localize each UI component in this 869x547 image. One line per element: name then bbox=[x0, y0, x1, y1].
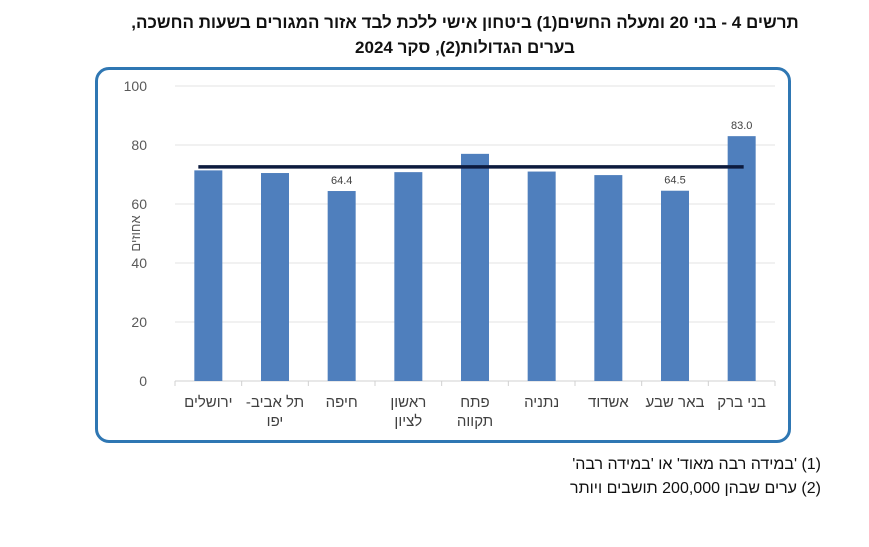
chart-frame bbox=[95, 67, 791, 443]
y-tick-label: 40 bbox=[131, 255, 147, 271]
x-tick-label: יפו bbox=[267, 413, 284, 430]
y-tick-label: 100 bbox=[124, 78, 148, 94]
bar bbox=[661, 190, 689, 381]
x-tick-label: תל אביב- bbox=[246, 394, 304, 411]
x-tick-label: באר שבע bbox=[646, 394, 705, 411]
y-tick-label: 20 bbox=[131, 314, 147, 330]
data-label: 64.5 bbox=[664, 175, 685, 187]
footnote-1: (1) 'במידה רבה מאוד' או 'במידה רבה' bbox=[572, 456, 821, 473]
bar bbox=[594, 175, 623, 381]
x-tick-label: אשדוד bbox=[588, 394, 629, 411]
bar bbox=[727, 136, 756, 381]
footnote-2: (2) ערים שבהן 200,000 תושבים ויותר bbox=[570, 480, 821, 497]
x-tick-label: לציון bbox=[394, 413, 422, 430]
bar bbox=[261, 173, 289, 381]
chart-title-line2: בערים הגדולות(2), סקר 2024 bbox=[355, 38, 575, 57]
x-tick-label: חיפה bbox=[326, 394, 358, 411]
y-tick-label: 0 bbox=[139, 373, 147, 389]
x-tick-label: ראשון bbox=[390, 394, 426, 411]
bar bbox=[394, 172, 423, 381]
x-tick-label: בני ברק bbox=[717, 394, 766, 411]
x-tick-label: נתניה bbox=[524, 394, 559, 411]
data-label: 64.4 bbox=[331, 175, 352, 187]
chart-title-line1: תרשים 4 - בני 20 ומעלה החשים(1) ביטחון א… bbox=[131, 13, 799, 32]
bar bbox=[527, 171, 556, 381]
data-label: 83.0 bbox=[731, 120, 752, 132]
y-tick-label: 60 bbox=[131, 196, 147, 212]
bar bbox=[461, 153, 489, 381]
bar bbox=[194, 170, 223, 381]
y-axis-label: אחוזים bbox=[128, 215, 143, 251]
x-tick-label: פתח bbox=[460, 394, 489, 411]
x-tick-label: תקווה bbox=[457, 413, 493, 430]
bar bbox=[327, 191, 356, 381]
y-tick-label: 80 bbox=[131, 137, 147, 153]
x-tick-label: ירושלים bbox=[184, 394, 232, 411]
